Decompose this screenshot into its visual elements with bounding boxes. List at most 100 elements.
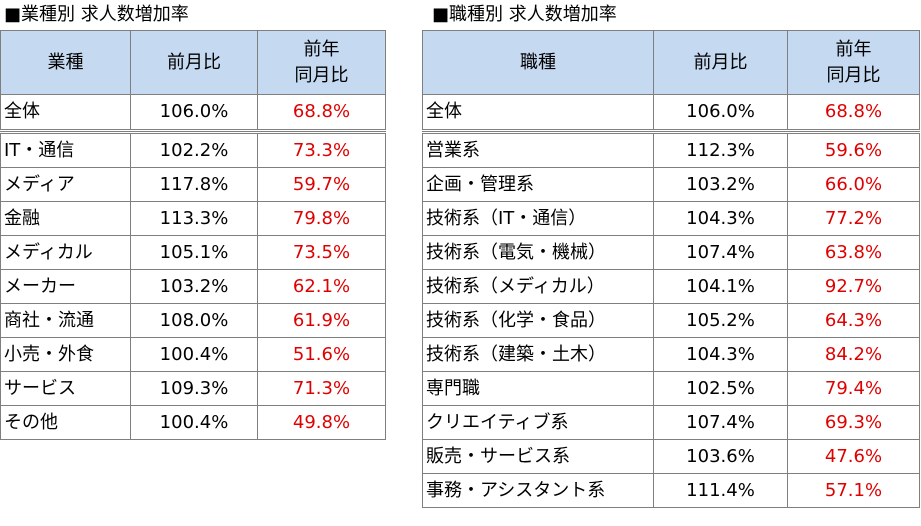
- occupation-cell-mom: 104.3%: [653, 337, 788, 372]
- table-row: サービス 109.3% 71.3%: [0, 371, 386, 406]
- occupation-cell-name: 企画・管理系: [422, 167, 654, 202]
- occupation-cell-mom: 105.2%: [653, 303, 788, 338]
- industry-total-yoy: 68.8%: [257, 94, 386, 132]
- occupation-cell-name: 事務・アシスタント系: [422, 473, 654, 508]
- occupation-total-name: 全体: [422, 94, 654, 132]
- industry-cell-mom: 109.3%: [130, 371, 258, 406]
- table-row: 企画・管理系 103.2% 66.0%: [422, 167, 920, 202]
- industry-cell-yoy: 79.8%: [257, 201, 386, 236]
- industry-cell-name: メディア: [0, 167, 131, 202]
- industry-cell-name: メーカー: [0, 269, 131, 304]
- occupation-header-yoy: 前年 同月比: [787, 30, 920, 95]
- industry-cell-mom: 105.1%: [130, 235, 258, 270]
- occupation-cell-yoy: 92.7%: [787, 269, 920, 304]
- table-row: 販売・サービス系 103.6% 47.6%: [422, 439, 920, 474]
- occupation-total-yoy: 68.8%: [787, 94, 920, 132]
- industry-panel: ■業種別 求人数増加率 業種 前月比 前年 同月比 全体 106.0% 68.8…: [0, 0, 386, 440]
- industry-total-name: 全体: [0, 94, 131, 132]
- occupation-header-yoy-line2: 同月比: [826, 64, 881, 86]
- industry-table: 業種 前月比 前年 同月比 全体 106.0% 68.8% IT・通信 102.2…: [0, 30, 386, 440]
- industry-cell-yoy: 73.3%: [257, 133, 386, 168]
- table-row: クリエイティブ系 107.4% 69.3%: [422, 405, 920, 440]
- occupation-cell-yoy: 47.6%: [787, 439, 920, 474]
- table-row: 営業系 112.3% 59.6%: [422, 133, 920, 168]
- table-row: その他 100.4% 49.8%: [0, 405, 386, 440]
- table-row: メーカー 103.2% 62.1%: [0, 269, 386, 304]
- table-row: IT・通信 102.2% 73.3%: [0, 133, 386, 168]
- table-row: 事務・アシスタント系 111.4% 57.1%: [422, 473, 920, 508]
- occupation-cell-yoy: 57.1%: [787, 473, 920, 508]
- occupation-cell-yoy: 59.6%: [787, 133, 920, 168]
- industry-cell-yoy: 73.5%: [257, 235, 386, 270]
- occupation-header-name: 職種: [422, 30, 654, 95]
- industry-total-mom: 106.0%: [130, 94, 258, 132]
- occupation-cell-yoy: 69.3%: [787, 405, 920, 440]
- occupation-table: 職種 前月比 前年 同月比 全体 106.0% 68.8% 営業系 112.3% 5…: [422, 30, 920, 508]
- occupation-cell-yoy: 79.4%: [787, 371, 920, 406]
- industry-cell-name: その他: [0, 405, 131, 440]
- industry-cell-name: メディカル: [0, 235, 131, 270]
- industry-cell-mom: 117.8%: [130, 167, 258, 202]
- table-row: 技術系（IT・通信） 104.3% 77.2%: [422, 201, 920, 236]
- occupation-cell-mom: 111.4%: [653, 473, 788, 508]
- occupation-cell-name: 技術系（電気・機械）: [422, 235, 654, 270]
- industry-header-yoy: 前年 同月比: [257, 30, 386, 95]
- occupation-header-yoy-line1: 前年: [835, 38, 872, 60]
- occupation-total-mom: 106.0%: [653, 94, 788, 132]
- industry-cell-mom: 100.4%: [130, 405, 258, 440]
- table-row: メディカル 105.1% 73.5%: [0, 235, 386, 270]
- occupation-cell-yoy: 66.0%: [787, 167, 920, 202]
- industry-total-row: 全体 106.0% 68.8%: [0, 94, 386, 132]
- table-row: 技術系（化学・食品） 105.2% 64.3%: [422, 303, 920, 338]
- occupation-cell-name: 販売・サービス系: [422, 439, 654, 474]
- industry-cell-yoy: 62.1%: [257, 269, 386, 304]
- occupation-header-mom: 前月比: [653, 30, 788, 95]
- occupation-total-row: 全体 106.0% 68.8%: [422, 94, 920, 132]
- occupation-header-row: 職種 前月比 前年 同月比: [422, 30, 920, 95]
- industry-cell-mom: 103.2%: [130, 269, 258, 304]
- industry-cell-mom: 100.4%: [130, 337, 258, 372]
- industry-cell-name: 商社・流通: [0, 303, 131, 338]
- industry-header-name: 業種: [0, 30, 131, 95]
- table-row: 金融 113.3% 79.8%: [0, 201, 386, 236]
- industry-cell-mom: 102.2%: [130, 133, 258, 168]
- table-row: 技術系（建築・土木） 104.3% 84.2%: [422, 337, 920, 372]
- occupation-cell-mom: 103.6%: [653, 439, 788, 474]
- occupation-cell-name: 技術系（化学・食品）: [422, 303, 654, 338]
- occupation-cell-name: 専門職: [422, 371, 654, 406]
- industry-cell-name: 小売・外食: [0, 337, 131, 372]
- industry-cell-yoy: 49.8%: [257, 405, 386, 440]
- occupation-cell-name: 技術系（建築・土木）: [422, 337, 654, 372]
- occupation-cell-mom: 112.3%: [653, 133, 788, 168]
- industry-cell-name: IT・通信: [0, 133, 131, 168]
- occupation-cell-mom: 107.4%: [653, 235, 788, 270]
- occupation-title: ■職種別 求人数増加率: [432, 4, 617, 25]
- occupation-cell-mom: 104.3%: [653, 201, 788, 236]
- table-row: 小売・外食 100.4% 51.6%: [0, 337, 386, 372]
- industry-cell-mom: 108.0%: [130, 303, 258, 338]
- industry-cell-yoy: 59.7%: [257, 167, 386, 202]
- occupation-cell-name: 技術系（IT・通信）: [422, 201, 654, 236]
- table-row: メディア 117.8% 59.7%: [0, 167, 386, 202]
- occupation-cell-mom: 104.1%: [653, 269, 788, 304]
- table-row: 技術系（メディカル） 104.1% 92.7%: [422, 269, 920, 304]
- industry-cell-name: サービス: [0, 371, 131, 406]
- occupation-cell-yoy: 63.8%: [787, 235, 920, 270]
- occupation-cell-yoy: 64.3%: [787, 303, 920, 338]
- industry-header-row: 業種 前月比 前年 同月比: [0, 30, 386, 95]
- occupation-panel: ■職種別 求人数増加率 職種 前月比 前年 同月比 全体 106.0% 68.8…: [422, 0, 920, 508]
- occupation-cell-mom: 107.4%: [653, 405, 788, 440]
- occupation-cell-yoy: 84.2%: [787, 337, 920, 372]
- occupation-cell-mom: 103.2%: [653, 167, 788, 202]
- industry-header-mom: 前月比: [130, 30, 258, 95]
- occupation-cell-name: 技術系（メディカル）: [422, 269, 654, 304]
- occupation-cell-yoy: 77.2%: [787, 201, 920, 236]
- industry-cell-name: 金融: [0, 201, 131, 236]
- table-row: 商社・流通 108.0% 61.9%: [0, 303, 386, 338]
- industry-header-yoy-line1: 前年: [303, 38, 340, 60]
- industry-cell-yoy: 51.6%: [257, 337, 386, 372]
- occupation-cell-name: クリエイティブ系: [422, 405, 654, 440]
- industry-header-yoy-line2: 同月比: [294, 64, 349, 86]
- table-row: 技術系（電気・機械） 107.4% 63.8%: [422, 235, 920, 270]
- industry-title: ■業種別 求人数増加率: [4, 4, 189, 25]
